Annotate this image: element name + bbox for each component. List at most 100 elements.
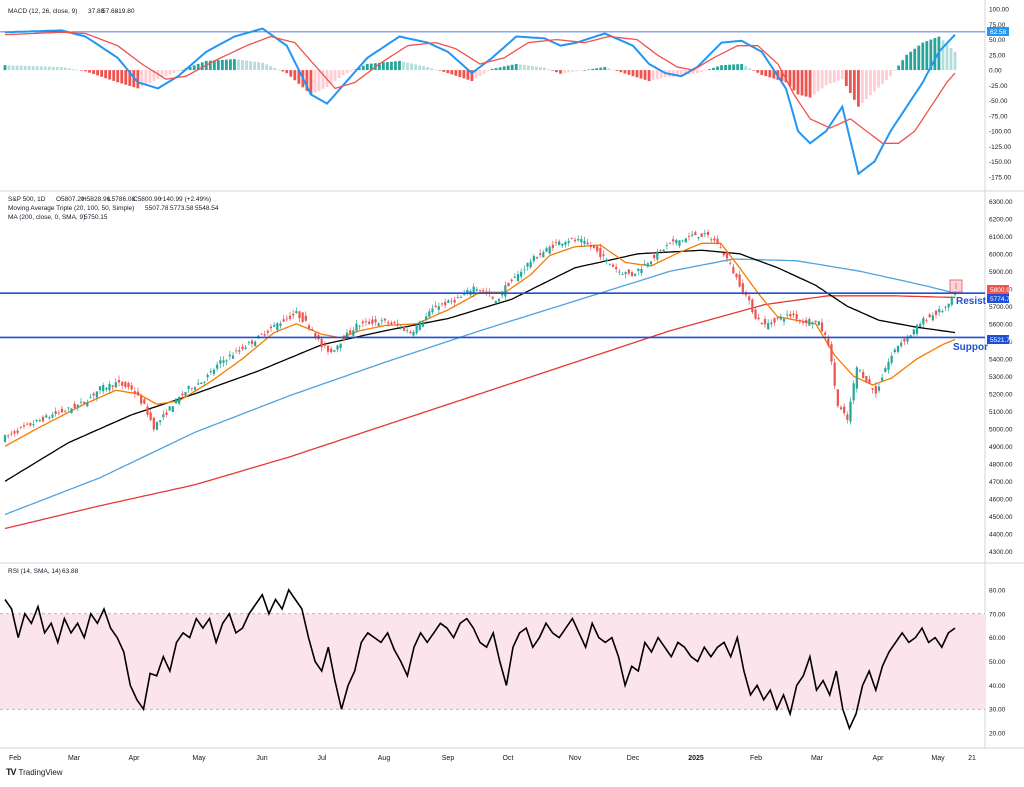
candle-body [624, 272, 627, 275]
macd-histogram-bar [365, 63, 369, 71]
candle-body [98, 386, 102, 391]
price-last-tag[interactable] [987, 285, 1009, 294]
price-y-tick: 6200.00 [989, 216, 1013, 223]
macd-histogram-bar [792, 70, 796, 91]
candle-body [928, 314, 931, 318]
candle-body [516, 274, 520, 282]
macd-histogram-bar [237, 59, 240, 71]
macd-histogram-bar [635, 70, 639, 78]
candle-body [222, 360, 225, 363]
macd-histogram-bar [293, 70, 297, 81]
macd-histogram-bar [490, 68, 494, 71]
candle-body [203, 381, 206, 383]
macd-histogram-bar [216, 60, 220, 71]
candle-body [877, 386, 881, 391]
macd-histogram-bar [233, 59, 236, 71]
candle-body [377, 323, 380, 327]
candle-body [833, 362, 836, 386]
candle-body [621, 274, 624, 275]
macd-histogram-bar [732, 64, 736, 71]
macd-histogram-bar [369, 63, 373, 71]
candle-body [38, 420, 41, 422]
macd-histogram-bar [780, 70, 784, 82]
candle-body [444, 302, 447, 306]
macd-histogram-bar [349, 70, 353, 72]
macd-histogram-bar [35, 66, 39, 71]
candle-body [890, 355, 893, 363]
tradingview-footer: TV TradingView [6, 767, 63, 777]
x-axis-tick: Mar [68, 755, 81, 762]
candle-body [887, 361, 890, 370]
macd-histogram-bar [881, 70, 884, 84]
candle-body [608, 263, 611, 265]
macd-histogram-bar [23, 65, 27, 71]
candle-body [494, 300, 497, 304]
macd-histogram-bar [913, 48, 917, 71]
candle-body [504, 285, 507, 297]
resistance-tag[interactable] [987, 294, 1009, 303]
candle-body [646, 263, 649, 267]
macd-histogram-bar [27, 65, 31, 71]
macd-histogram-bar [100, 70, 104, 77]
candle-body [725, 252, 729, 259]
macd-y-tick: 75.00 [989, 22, 1006, 29]
candle-body [197, 383, 200, 385]
candle-body [665, 245, 668, 246]
macd-histogram-bar [704, 70, 707, 71]
candle-body [241, 346, 244, 350]
macd-histogram-bar [168, 70, 172, 75]
macd-header-hist: -19.80 [116, 8, 135, 15]
candle-body [117, 379, 121, 383]
candle-body [795, 314, 798, 320]
macd-histogram-bar [63, 67, 67, 71]
candle-body [174, 398, 178, 404]
candle-body [307, 325, 311, 329]
candle-body [466, 289, 469, 293]
macd-histogram-bar [534, 66, 538, 71]
candle-body [896, 345, 900, 352]
macd-histogram-bar [699, 70, 703, 72]
candle-body [491, 296, 494, 299]
candle-body [656, 251, 659, 260]
candle-body [406, 330, 409, 331]
macd-histogram-bar [253, 61, 256, 71]
macd-histogram-bar [281, 70, 285, 72]
candle-body [133, 391, 136, 394]
support-tag[interactable] [987, 335, 1009, 344]
x-axis-tick: Aug [378, 755, 391, 762]
macd-histogram-bar [941, 40, 945, 71]
candle-body [314, 332, 317, 338]
candle-body [526, 263, 529, 267]
macd-last-value-tag[interactable] [987, 27, 1009, 36]
macd-histogram-bar [671, 70, 675, 77]
candle-body [820, 322, 824, 332]
macd-header-label: MACD (12, 26, close, 9) [8, 8, 77, 15]
candle-body [548, 246, 551, 254]
macd-histogram-bar [414, 64, 418, 71]
macd-histogram-bar [67, 68, 71, 71]
x-axis-tick: May [192, 755, 206, 762]
macd-histogram-bar [357, 67, 361, 71]
candle-body [596, 246, 599, 252]
macd-histogram-bar [764, 70, 768, 77]
price-y-tick: 6000.00 [989, 251, 1013, 258]
macd-histogram-bar [148, 70, 152, 83]
candle-body [507, 283, 510, 287]
candle-body [440, 303, 444, 305]
candle-body [238, 350, 241, 352]
macd-histogram-bar [933, 38, 937, 71]
price-last-value: 5800.90 [990, 287, 1014, 294]
macd-histogram-bar [128, 70, 132, 86]
candle-body [368, 321, 371, 324]
macd-histogram-bar [277, 69, 281, 71]
candle-body [792, 313, 795, 315]
macd-histogram-bar [619, 70, 623, 73]
x-axis-tick: Jun [256, 755, 267, 762]
macd-histogram-bar [410, 63, 413, 71]
candle-body [102, 384, 105, 392]
macd-histogram-bar [804, 70, 808, 97]
macd-histogram-bar [430, 68, 434, 71]
candle-body [782, 318, 786, 322]
candle-body [73, 403, 76, 409]
